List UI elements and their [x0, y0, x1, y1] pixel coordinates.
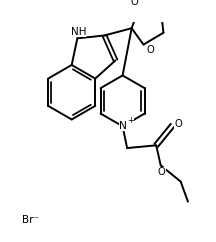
Text: O: O — [130, 0, 138, 7]
Text: NH: NH — [70, 27, 86, 37]
Text: O: O — [147, 45, 155, 55]
Text: O: O — [174, 119, 182, 129]
Text: N: N — [119, 121, 127, 131]
Text: +: + — [127, 116, 134, 125]
Text: O: O — [158, 167, 165, 177]
Text: Br⁻: Br⁻ — [22, 215, 39, 225]
